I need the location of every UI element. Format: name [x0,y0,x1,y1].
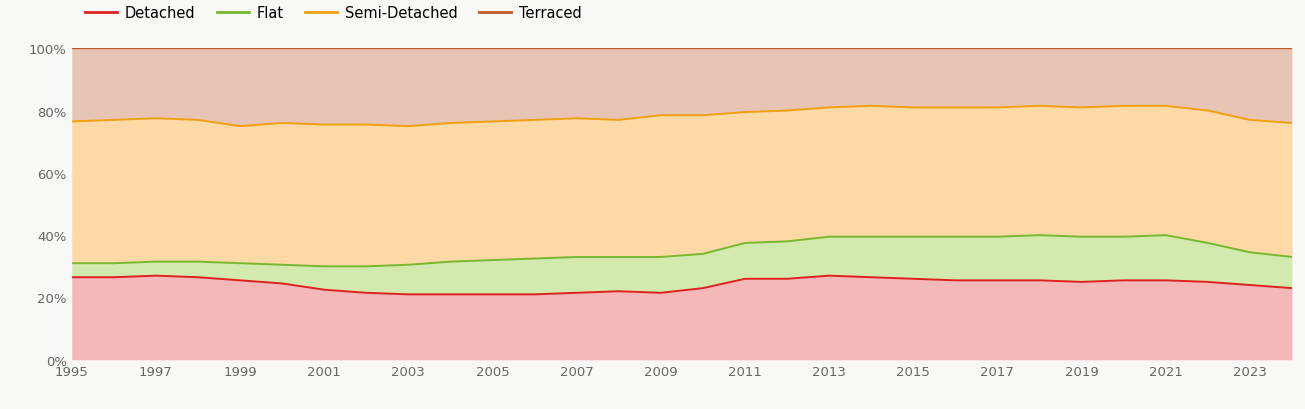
Legend: Detached, Flat, Semi-Detached, Terraced: Detached, Flat, Semi-Detached, Terraced [80,0,587,27]
